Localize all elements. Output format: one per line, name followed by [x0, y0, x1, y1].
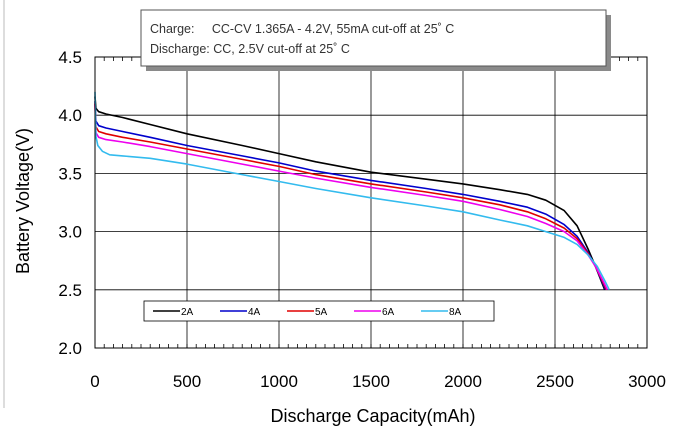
y-tick-label: 4.0: [58, 106, 82, 125]
legend-box: [143, 300, 495, 322]
x-tick-label: 2000: [444, 372, 482, 391]
x-tick-label: 3000: [628, 372, 666, 391]
series-line-8a: [94, 91, 611, 291]
series-lines: [94, 91, 611, 291]
conditions-annotation: Charge: CC-CV 1.365A - 4.2V, 55mA cut-of…: [140, 9, 611, 71]
legend-label-6a: 6A: [382, 307, 395, 318]
x-tick-label: 1000: [260, 372, 298, 391]
x-tick-label: 500: [173, 372, 201, 391]
x-tick-labels: 0 500 1000 1500 2000 2500 3000: [90, 372, 666, 391]
legend-label-2a: 2A: [181, 307, 194, 318]
x-tick-label: 0: [90, 372, 99, 391]
series-line-4a: [94, 101, 607, 291]
y-tick-label: 3.5: [58, 164, 82, 183]
legend-items: 2A 4A 5A 6A 8A: [153, 307, 462, 318]
y-tick-label: 2.5: [58, 281, 82, 300]
series-line-6a: [94, 104, 609, 291]
annotation-box: [140, 9, 607, 67]
annotation-charge-line: Charge: CC-CV 1.365A - 4.2V, 55mA cut-of…: [150, 22, 454, 36]
legend-label-5a: 5A: [315, 307, 328, 318]
x-tick-label: 2500: [536, 372, 574, 391]
y-tick-labels: 2.0 2.5 3.0 3.5 4.0 4.5: [58, 48, 82, 358]
legend-label-4a: 4A: [248, 307, 261, 318]
y-tick-label: 2.0: [58, 339, 82, 358]
x-tick-label: 1500: [352, 372, 390, 391]
series-line-2a: [94, 96, 606, 291]
annotation-discharge-line: Discharge: CC, 2.5V cut-off at 25˚ C: [150, 42, 350, 56]
x-axis-title: Discharge Capacity(mAh): [270, 406, 475, 426]
legend-label-8a: 8A: [449, 307, 462, 318]
y-axis-title: Battery Voltage(V): [13, 128, 33, 274]
y-tick-label: 4.5: [58, 48, 82, 67]
legend: 2A 4A 5A 6A 8A: [143, 300, 495, 322]
y-tick-label: 3.0: [58, 223, 82, 242]
series-line-5a: [94, 103, 608, 291]
